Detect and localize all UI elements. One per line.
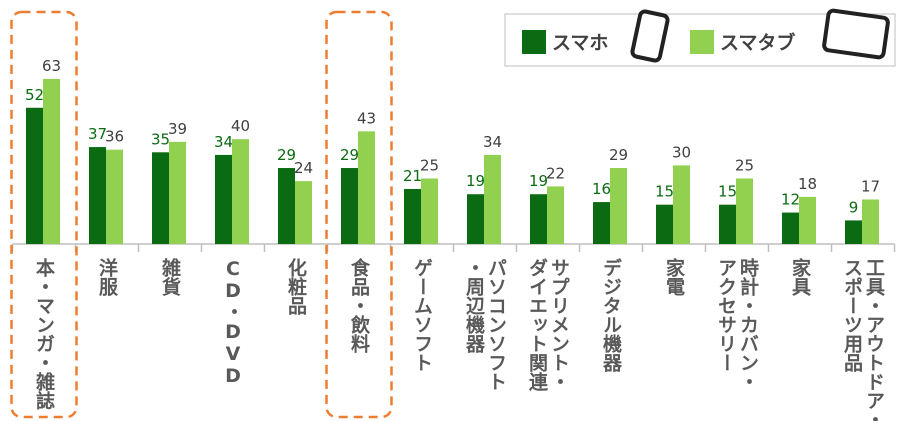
bar bbox=[782, 212, 799, 244]
bar bbox=[656, 204, 673, 244]
data-label: 29 bbox=[340, 146, 359, 164]
legend-swatch bbox=[522, 30, 546, 54]
data-label: 39 bbox=[168, 120, 187, 138]
data-label: 29 bbox=[277, 146, 296, 164]
data-label: 19 bbox=[466, 172, 485, 190]
bar bbox=[295, 181, 312, 244]
bar bbox=[467, 194, 484, 244]
bar bbox=[278, 168, 295, 244]
bar bbox=[169, 141, 186, 244]
data-label: 40 bbox=[231, 117, 250, 135]
legend-label: スマタブ bbox=[720, 31, 795, 54]
x-tick-label: 本・マンガ・雑誌 bbox=[33, 258, 55, 410]
x-tick-label: 工具・アウトドア・ スポーツ用品 bbox=[841, 258, 885, 421]
x-tick-label: ゲームソフト bbox=[411, 258, 433, 372]
bar bbox=[404, 188, 421, 244]
bar bbox=[736, 178, 753, 244]
x-tick-label: 家電 bbox=[663, 258, 685, 296]
bar bbox=[43, 78, 60, 244]
data-label: 36 bbox=[105, 128, 124, 146]
x-tick-label: 洋服 bbox=[96, 258, 118, 296]
highlight-box bbox=[10, 10, 78, 419]
bar bbox=[862, 199, 879, 244]
data-label: 18 bbox=[798, 175, 817, 193]
bar bbox=[593, 202, 610, 244]
bar bbox=[152, 152, 169, 244]
x-tick-label: デジタル機器 bbox=[600, 258, 622, 372]
x-tick-label: サプリメント・ ダイエット関連 bbox=[526, 258, 570, 391]
bar bbox=[547, 186, 564, 244]
data-label: 30 bbox=[672, 143, 691, 161]
bar bbox=[719, 204, 736, 244]
bar bbox=[421, 178, 438, 244]
legend-swatch bbox=[690, 30, 714, 54]
data-label: 24 bbox=[294, 159, 313, 177]
bar bbox=[106, 149, 123, 244]
tablet-icon bbox=[822, 8, 890, 60]
x-tick-label: 化粧品 bbox=[285, 258, 307, 315]
x-tick-label: パソコンソフト ・周辺機器 bbox=[463, 258, 507, 391]
bar bbox=[232, 139, 249, 244]
data-label: 25 bbox=[420, 157, 439, 175]
bar bbox=[26, 107, 43, 244]
highlight-box bbox=[325, 10, 393, 419]
phone-icon bbox=[630, 9, 670, 63]
data-label: 17 bbox=[861, 177, 880, 195]
data-label: 25 bbox=[735, 157, 754, 175]
bar bbox=[215, 154, 232, 244]
bar bbox=[673, 165, 690, 244]
bar bbox=[530, 194, 547, 244]
data-label: 16 bbox=[592, 180, 611, 198]
bar bbox=[484, 154, 501, 244]
x-tick-label: 時計・カバン・ アクセサリー bbox=[715, 258, 759, 391]
x-tick-label: CD・DVD bbox=[222, 258, 244, 387]
x-tick-label: 食品・飲料 bbox=[348, 258, 370, 353]
bar bbox=[358, 131, 375, 244]
bar bbox=[89, 147, 106, 244]
data-label: 37 bbox=[88, 125, 107, 143]
data-label: 35 bbox=[151, 130, 170, 148]
x-tick-label: 雑貨 bbox=[159, 258, 181, 296]
data-label: 21 bbox=[403, 167, 422, 185]
data-label: 12 bbox=[781, 191, 800, 209]
bar bbox=[610, 168, 627, 244]
data-label: 22 bbox=[546, 164, 565, 182]
data-label: 34 bbox=[483, 133, 502, 151]
data-label: 19 bbox=[529, 172, 548, 190]
data-label: 63 bbox=[42, 57, 61, 75]
data-label: 34 bbox=[214, 133, 233, 151]
data-label: 43 bbox=[357, 109, 376, 127]
bar bbox=[799, 196, 816, 244]
x-tick-label: 家具 bbox=[789, 258, 811, 296]
data-label: 52 bbox=[25, 86, 44, 104]
data-label: 15 bbox=[655, 183, 674, 201]
bar bbox=[845, 220, 862, 244]
data-label: 9 bbox=[849, 198, 859, 216]
legend-label: スマホ bbox=[552, 32, 608, 54]
bar bbox=[341, 168, 358, 244]
data-label: 29 bbox=[609, 146, 628, 164]
data-label: 15 bbox=[718, 183, 737, 201]
